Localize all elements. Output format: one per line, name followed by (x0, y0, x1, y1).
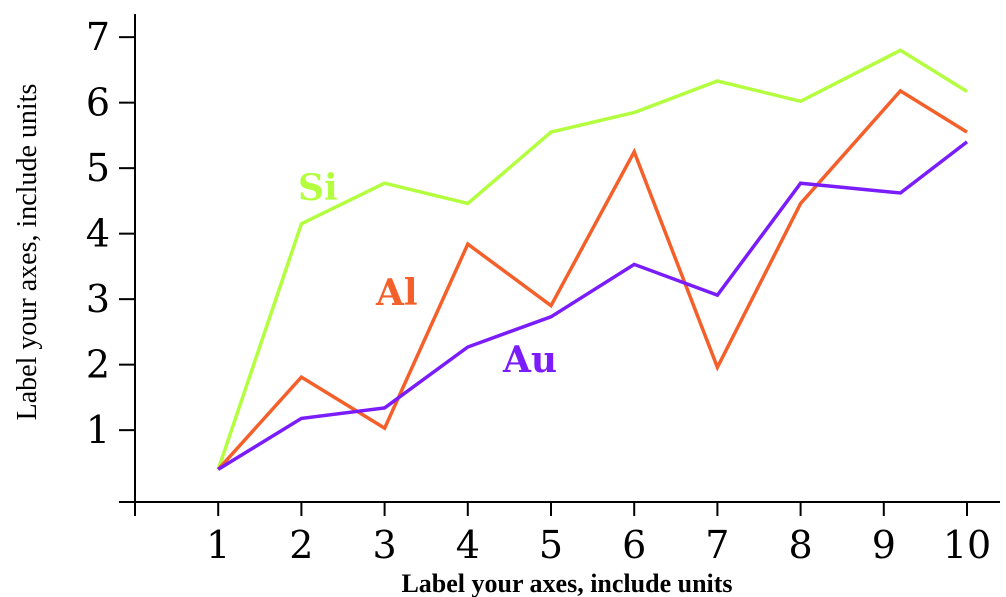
x-tick-label: 1 (206, 523, 230, 567)
x-tick-label: 8 (789, 523, 813, 567)
x-tick-label: 7 (705, 523, 729, 567)
x-tick-label: 3 (373, 523, 397, 567)
series-labels: Si Al Au (298, 167, 557, 381)
x-axis-ticks: 1 2 3 4 5 6 7 8 9 10 (206, 502, 991, 567)
x-tick-label: 4 (456, 523, 480, 567)
series-lines (216, 48, 969, 471)
y-tick-label: 3 (86, 277, 110, 321)
x-tick-label: 2 (289, 523, 313, 567)
series-label-al: Al (375, 272, 418, 314)
y-tick-label: 4 (86, 212, 110, 256)
y-tick-label: 6 (86, 81, 110, 125)
x-tick-label: 5 (539, 523, 563, 567)
series-line-si (216, 48, 968, 470)
series-label-si: Si (298, 167, 338, 209)
y-tick-label: 2 (86, 343, 110, 387)
y-axis-title: Label your axes, include units (12, 84, 43, 421)
x-tick-label: 10 (943, 523, 991, 567)
y-tick-label: 1 (86, 408, 110, 452)
x-tick-label: 9 (872, 523, 896, 567)
y-tick-label: 7 (86, 15, 110, 59)
series-line-au (217, 140, 969, 471)
y-tick-label: 5 (86, 146, 110, 190)
y-axis-ticks: 1 2 3 4 5 6 7 (86, 15, 135, 503)
x-tick-label: 6 (622, 523, 646, 567)
x-axis-title: Label your axes, include units (401, 569, 732, 597)
series-label-au: Au (502, 339, 557, 381)
series-line-al (216, 88, 968, 471)
